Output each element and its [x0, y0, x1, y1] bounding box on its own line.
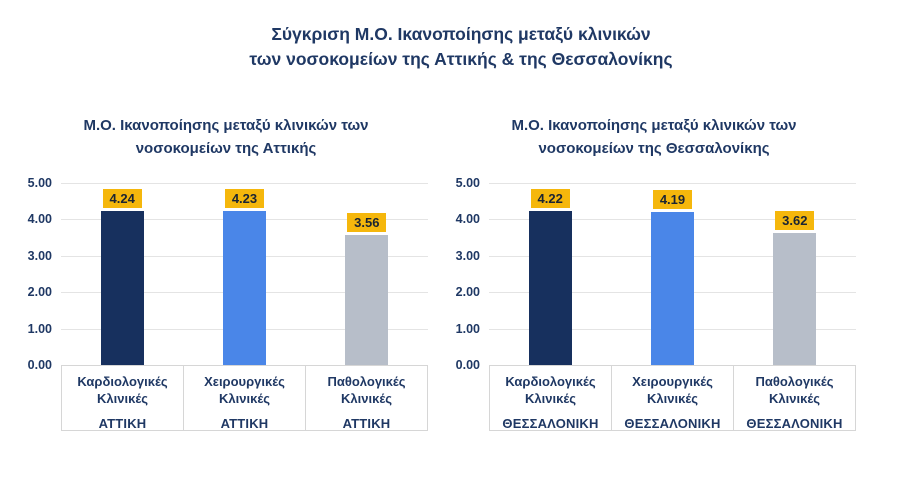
- region-label: ΘΕΣΣΑΛΟΝΙΚΗ: [746, 415, 843, 431]
- bar-group-surgery: 4.23: [183, 183, 305, 365]
- y-axis-tick-label: 2.00: [455, 285, 480, 300]
- category-name-line2: Κλινικές: [647, 390, 698, 406]
- gridline: [489, 183, 856, 184]
- chart-title-thessaloniki: Μ.Ο. Ικανοποίησης μεταξύ κλινικών των νο…: [452, 114, 856, 162]
- value-label: 3.62: [775, 211, 815, 231]
- category-name-line2: Κλινικές: [219, 390, 270, 406]
- y-axis: 5.00 4.00 3.00 2.00 1.00 0.00: [452, 176, 489, 372]
- bar-surgery: [222, 211, 266, 365]
- plot-area: 4.22 4.19 3.62: [489, 183, 856, 365]
- y-axis-tick-label: 3.00: [455, 248, 480, 263]
- category-name-line1: Καρδιολογικές: [77, 374, 168, 389]
- value-label: 4.24: [102, 188, 142, 208]
- chart-title-line2: νοσοκομείων της Θεσσαλονίκης: [538, 140, 770, 158]
- bar-group-cardiology: 4.22: [489, 183, 611, 365]
- y-axis-tick-label: 0.00: [27, 358, 52, 372]
- region-label: ΘΕΣΣΑΛΟΝΙΚΗ: [502, 415, 599, 431]
- value-label: 4.22: [530, 189, 570, 209]
- bar-group-surgery: 4.19: [611, 183, 733, 365]
- value-label: 3.56: [347, 213, 387, 233]
- bar-pathology: [345, 235, 389, 365]
- category-cell: Παθολογικές Κλινικές ΑΤΤΙΚΗ: [305, 366, 427, 431]
- chart-title-line1: Μ.Ο. Ικανοποίησης μεταξύ κλινικών των: [511, 117, 797, 134]
- chart-body: 5.00 4.00 3.00 2.00 1.00 0.00 4.24 4.23: [24, 176, 428, 372]
- category-name-line2: Κλινικές: [525, 390, 576, 406]
- category-name-line1: Χειρουργικές: [632, 374, 713, 389]
- category-name-line2: Κλινικές: [341, 390, 392, 406]
- chart-title-line1: Μ.Ο. Ικανοποίησης μεταξύ κλινικών των: [83, 117, 369, 134]
- category-name-line2: Κλινικές: [97, 390, 148, 406]
- category-name-line1: Παθολογικές: [755, 374, 834, 389]
- plot-area: 4.24 4.23 3.56: [61, 183, 428, 365]
- chart-body: 5.00 4.00 3.00 2.00 1.00 0.00 4.22 4.19: [452, 176, 856, 372]
- category-cell: Χειρουργικές Κλινικές ΑΤΤΙΚΗ: [183, 366, 305, 431]
- main-title: Σύγκριση Μ.Ο. Ικανοποίησης μεταξύ κλινικ…: [0, 22, 922, 73]
- bar-cardiology: [528, 211, 572, 365]
- y-axis-tick-label: 2.00: [27, 285, 52, 300]
- chart-panel-attica: Μ.Ο. Ικανοποίησης μεταξύ κλινικών των νο…: [24, 114, 428, 431]
- bar-pathology: [773, 233, 817, 365]
- category-axis-table: Καρδιολογικές Κλινικές ΘΕΣΣΑΛΟΝΙΚΗ Χειρο…: [489, 365, 856, 431]
- value-label: 4.23: [224, 189, 265, 209]
- category-name-line1: Παθολογικές: [327, 374, 406, 389]
- bar-group-pathology: 3.62: [734, 183, 856, 365]
- chart-panel-thessaloniki: Μ.Ο. Ικανοποίησης μεταξύ κλινικών των νο…: [452, 114, 856, 431]
- y-axis-tick-label: 1.00: [27, 321, 52, 336]
- y-axis-tick-label: 1.00: [455, 321, 480, 336]
- region-label: ΘΕΣΣΑΛΟΝΙΚΗ: [624, 415, 721, 431]
- category-cell: Καρδιολογικές Κλινικές ΘΕΣΣΑΛΟΝΙΚΗ: [490, 366, 611, 431]
- category-cell: Καρδιολογικές Κλινικές ΑΤΤΙΚΗ: [62, 366, 183, 431]
- y-axis-tick-label: 3.00: [27, 248, 52, 263]
- bar-group-cardiology: 4.24: [61, 183, 183, 365]
- main-title-line1: Σύγκριση Μ.Ο. Ικανοποίησης μεταξύ κλινικ…: [271, 24, 651, 44]
- y-axis: 5.00 4.00 3.00 2.00 1.00 0.00: [24, 176, 61, 372]
- region-label: ΑΤΤΙΚΗ: [342, 415, 391, 431]
- y-axis-tick-label: 4.00: [455, 212, 480, 227]
- bar-group-pathology: 3.56: [306, 183, 428, 365]
- chart-title-attica: Μ.Ο. Ικανοποίησης μεταξύ κλινικών των νο…: [24, 114, 428, 162]
- value-label: 4.19: [652, 190, 693, 210]
- gridline: [61, 183, 428, 184]
- main-title-line2: των νοσοκομείων της Αττικής & της Θεσσαλ…: [249, 49, 673, 70]
- region-label: ΑΤΤΙΚΗ: [220, 415, 269, 431]
- y-axis-tick-label: 4.00: [27, 212, 52, 227]
- y-axis-tick-label: 5.00: [27, 176, 52, 190]
- bar-cardiology: [100, 210, 144, 365]
- category-name-line1: Χειρουργικές: [204, 374, 285, 389]
- region-label: ΑΤΤΙΚΗ: [98, 415, 147, 431]
- y-axis-tick-label: 5.00: [455, 176, 480, 190]
- bar-surgery: [650, 212, 694, 365]
- category-cell: Παθολογικές Κλινικές ΘΕΣΣΑΛΟΝΙΚΗ: [733, 366, 855, 431]
- category-cell: Χειρουργικές Κλινικές ΘΕΣΣΑΛΟΝΙΚΗ: [611, 366, 733, 431]
- y-axis-tick-label: 0.00: [455, 358, 480, 372]
- category-name-line1: Καρδιολογικές: [505, 374, 596, 389]
- chart-title-line2: νοσοκομείων της Αττικής: [135, 140, 317, 158]
- category-name-line2: Κλινικές: [769, 390, 820, 406]
- category-axis-table: Καρδιολογικές Κλινικές ΑΤΤΙΚΗ Χειρουργικ…: [61, 365, 428, 431]
